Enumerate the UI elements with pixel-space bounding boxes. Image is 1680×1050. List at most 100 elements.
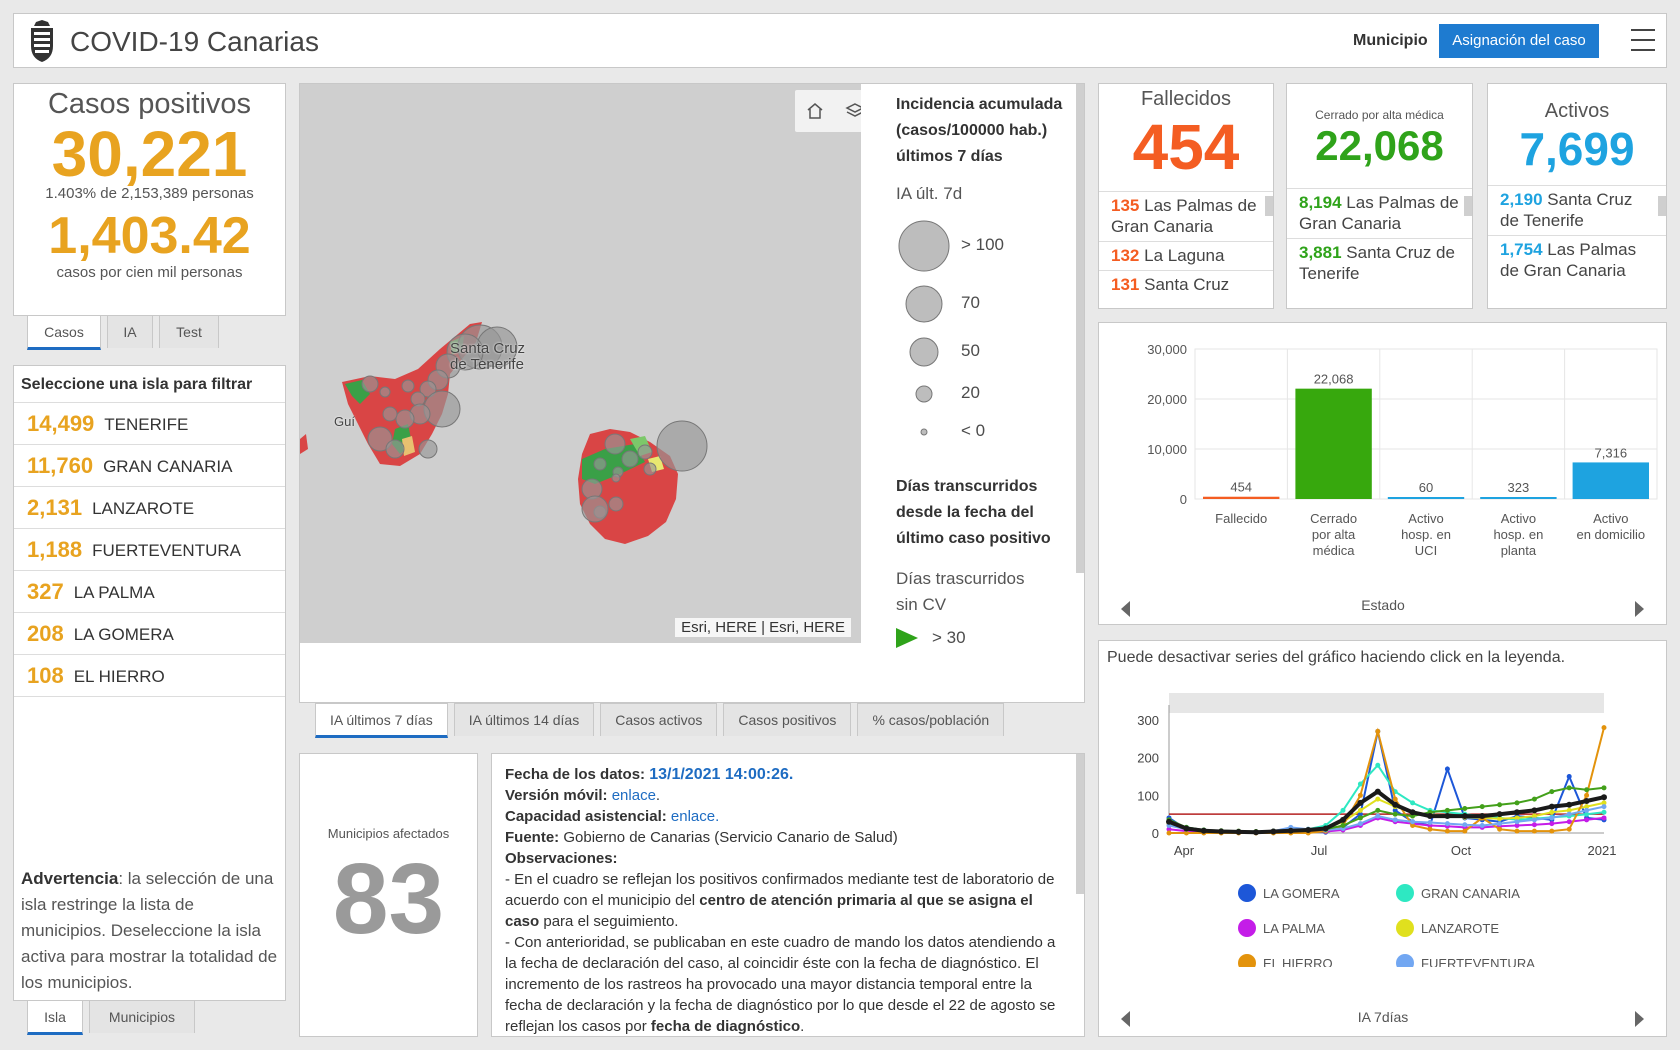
cerrado-scrollbar[interactable]	[1464, 196, 1472, 216]
line-point	[1462, 822, 1468, 828]
legend-label-20: 20	[961, 383, 980, 402]
activos-scrollbar[interactable]	[1658, 196, 1666, 216]
tab-porcentaje[interactable]: % casos/población	[857, 703, 1005, 736]
bar[interactable]	[1480, 497, 1557, 499]
line-point	[1357, 792, 1363, 798]
fecha-label: Fecha de los datos:	[505, 766, 646, 783]
fallecidos-list-item[interactable]: 132 La Laguna	[1099, 241, 1273, 270]
line-point	[1514, 809, 1520, 816]
line-point	[1166, 830, 1172, 836]
tab-isla[interactable]: Isla	[27, 1000, 83, 1035]
line-point	[1531, 813, 1537, 819]
fuente-label: Fuente:	[505, 829, 560, 846]
line-point	[1375, 728, 1381, 734]
legend-label[interactable]: LA PALMA	[1263, 921, 1325, 936]
home-icon[interactable]	[795, 90, 835, 132]
bar[interactable]	[1295, 388, 1372, 499]
line-next-icon[interactable]	[1635, 1011, 1644, 1027]
bar-category-label: Cerrado por alta médica	[1310, 511, 1357, 558]
island-row[interactable]: 2,131 LANZAROTE	[14, 487, 285, 529]
bar-value-label: 60	[1419, 480, 1433, 495]
legend-swatch[interactable]	[1396, 884, 1414, 902]
map-legend: Incidencia acumulada (casos/100000 hab.)…	[861, 84, 1076, 703]
legend-swatch[interactable]	[1238, 919, 1256, 937]
line-point	[1444, 766, 1450, 772]
bar-value-label: 323	[1508, 480, 1530, 495]
island-row[interactable]: 208 LA GOMERA	[14, 613, 285, 655]
casos-positivos-panel: Casos positivos 30,221 1.403% de 2,153,3…	[13, 83, 286, 316]
asignacion-button[interactable]: Asignación del caso	[1439, 24, 1599, 58]
bar[interactable]	[1203, 496, 1280, 499]
activos-list-item[interactable]: 1,754 Las Palmas de Gran Canaria	[1488, 235, 1666, 285]
tab-municipios[interactable]: Municipios	[89, 1000, 195, 1033]
island-row[interactable]: 14,499 TENERIFE	[14, 403, 285, 445]
legend-label[interactable]: GRAN CANARIA	[1421, 886, 1520, 901]
layers-icon[interactable]	[835, 90, 861, 132]
map-panel: Santa Cruz de Tenerife Guí Esri, HERE | …	[299, 83, 1085, 703]
tab-ia-7[interactable]: IA últimos 7 días	[315, 703, 448, 738]
line-prev-icon[interactable]	[1121, 1011, 1130, 1027]
line-point	[1444, 828, 1450, 834]
cerrado-item-value: 3,881	[1299, 243, 1342, 262]
fallecidos-list-item[interactable]: 135 Las Palmas de Gran Canaria	[1099, 191, 1273, 241]
bar-next-icon[interactable]	[1635, 601, 1644, 617]
map-view[interactable]: Santa Cruz de Tenerife Guí Esri, HERE | …	[300, 84, 861, 643]
info-panel: Fecha de los datos: 13/1/2021 14:00:26. …	[491, 753, 1085, 1037]
tab-activos[interactable]: Casos activos	[600, 703, 718, 736]
fallecidos-list-item[interactable]: 131 Santa Cruz	[1099, 270, 1273, 299]
fallecidos-item-value: 131	[1111, 275, 1140, 294]
tab-ia-14[interactable]: IA últimos 14 días	[453, 703, 595, 736]
line-point	[1410, 819, 1416, 825]
legend-label[interactable]: LA GOMERA	[1263, 886, 1340, 901]
island-name: LA GOMERA	[73, 625, 174, 644]
legend-swatch[interactable]	[1396, 954, 1414, 972]
line-scrollbar-band[interactable]	[1169, 693, 1604, 713]
line-point	[1497, 802, 1503, 808]
line-point	[1601, 725, 1607, 731]
legend-circles	[898, 220, 950, 436]
legend-label[interactable]: EL HIERRO	[1263, 956, 1333, 971]
legend-swatch[interactable]	[1238, 954, 1256, 972]
island-row[interactable]: 1,188 FUERTEVENTURA	[14, 529, 285, 571]
island-row[interactable]: 327 LA PALMA	[14, 571, 285, 613]
tab-positivos[interactable]: Casos positivos	[723, 703, 852, 736]
legend-scrollbar[interactable]	[1076, 84, 1084, 573]
casos-rate: 1,403.42	[48, 207, 251, 265]
cerrado-list-item[interactable]: 3,881 Santa Cruz de Tenerife	[1287, 238, 1472, 288]
version-link[interactable]: enlace	[611, 787, 656, 804]
tab-test[interactable]: Test	[159, 315, 219, 348]
cerrado-value: 22,068	[1315, 122, 1444, 169]
tab-casos[interactable]: Casos	[27, 315, 101, 350]
bar-prev-icon[interactable]	[1121, 601, 1130, 617]
fecha-row: Fecha de los datos: 13/1/2021 14:00:26.	[505, 764, 1065, 785]
island-row[interactable]: 108 EL HIERRO	[14, 655, 285, 697]
info-scrollbar[interactable]	[1076, 754, 1084, 894]
map-tabs: IA últimos 7 días IA últimos 14 días Cas…	[315, 703, 1005, 738]
menu-icon[interactable]	[1631, 28, 1655, 51]
cerrado-list-item[interactable]: 8,194 Las Palmas de Gran Canaria	[1287, 188, 1472, 238]
line-point	[1357, 807, 1363, 813]
legend-label[interactable]: LANZAROTE	[1421, 921, 1499, 936]
bar[interactable]	[1572, 462, 1649, 499]
municipios-panel: Municipios afectados 83	[299, 753, 478, 1037]
capacidad-link[interactable]: enlace.	[670, 808, 720, 825]
bar-category-label: Activo en domicilio	[1576, 511, 1645, 542]
island-row[interactable]: 11,760 GRAN CANARIA	[14, 445, 285, 487]
legend-label[interactable]: FUERTEVENTURA	[1421, 956, 1535, 971]
legend-subtitle: IA últ. 7d	[896, 184, 963, 203]
legend-swatch[interactable]	[1238, 884, 1256, 902]
bar[interactable]	[1387, 497, 1465, 499]
line-series-lanzarote[interactable]	[1168, 797, 1605, 834]
line-point	[1427, 826, 1433, 832]
legend-scale: > 100 70 50 20 < 0	[896, 204, 1066, 464]
line-point	[1183, 825, 1190, 832]
legend-swatch[interactable]	[1396, 919, 1414, 937]
version-label: Versión móvil:	[505, 787, 608, 804]
line-point	[1444, 821, 1450, 827]
fallecidos-scrollbar[interactable]	[1265, 196, 1273, 216]
cerrado-item-name: Santa Cruz de Tenerife	[1299, 243, 1455, 283]
line-legend: LA GOMERA GRAN CANARIA LA PALMA LANZAROTE EL…	[1238, 884, 1535, 972]
activos-list-item[interactable]: 2,190 Santa Cruz de Tenerife	[1488, 185, 1666, 235]
tab-ia[interactable]: IA	[107, 315, 153, 348]
legend-section2-first-label: > 30	[932, 628, 966, 647]
